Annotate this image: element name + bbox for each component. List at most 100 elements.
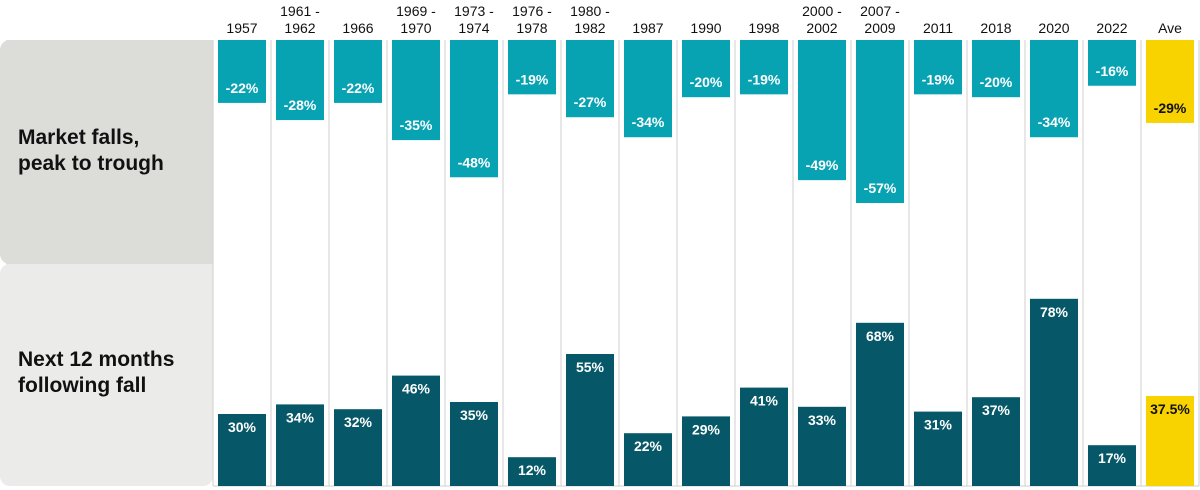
falls-bar bbox=[1030, 40, 1078, 138]
recovery-bar bbox=[392, 375, 440, 486]
falls-value-label: -48% bbox=[458, 154, 491, 170]
column-header: 1957 bbox=[226, 20, 257, 36]
recovery-bar bbox=[566, 354, 614, 486]
falls-value-label: -22% bbox=[342, 80, 375, 96]
recovery-value-label: 29% bbox=[692, 421, 721, 437]
recovery-value-label: 37.5% bbox=[1150, 401, 1190, 417]
falls-bar bbox=[624, 40, 672, 138]
falls-bar bbox=[508, 40, 556, 95]
falls-value-label: -20% bbox=[690, 74, 723, 90]
recovery-value-label: 46% bbox=[402, 381, 431, 397]
falls-bar bbox=[914, 40, 962, 95]
column-header: 1982 bbox=[574, 20, 605, 36]
bottom-band-fill bbox=[6, 264, 213, 478]
row-label-line: Market falls, bbox=[18, 126, 139, 149]
row-label-market-falls: Market falls, peak to trough bbox=[18, 126, 164, 175]
column-header: 1987 bbox=[632, 20, 663, 36]
column-header: 1973 - bbox=[454, 3, 494, 19]
recovery-value-label: 22% bbox=[634, 438, 663, 454]
recovery-value-label: 41% bbox=[750, 393, 779, 409]
row-label-line: Next 12 months bbox=[18, 348, 174, 371]
recovery-bar bbox=[798, 406, 846, 486]
column-header: 1966 bbox=[342, 20, 373, 36]
falls-bar bbox=[566, 40, 614, 118]
row-label-next-12-months: Next 12 months following fall bbox=[18, 348, 174, 397]
column-header: 1962 bbox=[284, 20, 315, 36]
recovery-value-label: 35% bbox=[460, 407, 489, 423]
recovery-bar-average bbox=[1146, 396, 1194, 486]
data-labels: -22% 30% -28% 34% -22% 32% -35% 46% -48% 35% -19% 1… bbox=[226, 63, 1191, 478]
column-header: 1976 - bbox=[512, 3, 552, 19]
falls-bar bbox=[276, 40, 324, 121]
panel-backgrounds bbox=[0, 40, 213, 486]
column-header: 2000 - bbox=[802, 3, 842, 19]
top-band-fill bbox=[6, 40, 213, 264]
recovery-value-label: 68% bbox=[866, 328, 895, 344]
column-header: 1974 bbox=[458, 20, 489, 36]
falls-value-label: -34% bbox=[1038, 114, 1071, 130]
column-header: 1970 bbox=[400, 20, 431, 36]
falls-bar bbox=[218, 40, 266, 103]
column-header: 2022 bbox=[1096, 20, 1127, 36]
falls-bar-average bbox=[1146, 40, 1194, 123]
falls-bar bbox=[798, 40, 846, 181]
column-header: 2020 bbox=[1038, 20, 1069, 36]
recovery-value-label: 31% bbox=[924, 417, 953, 433]
column-header: 2007 - bbox=[860, 3, 900, 19]
recovery-bar bbox=[450, 402, 498, 486]
recovery-bar bbox=[508, 457, 556, 486]
falls-bar bbox=[682, 40, 730, 98]
column-header: 1980 - bbox=[570, 3, 610, 19]
recovery-bar bbox=[1030, 298, 1078, 486]
column-header: 2011 bbox=[923, 20, 953, 36]
falls-bar bbox=[392, 40, 440, 141]
row-label-line: following fall bbox=[18, 374, 146, 397]
recovery-bar bbox=[856, 322, 904, 486]
column-header: 1969 - bbox=[396, 3, 436, 19]
falls-value-label: -34% bbox=[632, 114, 665, 130]
falls-bar bbox=[1088, 40, 1136, 86]
recovery-bar bbox=[972, 397, 1020, 486]
recovery-value-label: 12% bbox=[518, 462, 547, 478]
falls-value-label: -22% bbox=[226, 80, 259, 96]
recovery-bar bbox=[914, 411, 962, 486]
column-header: 1961 - bbox=[280, 3, 320, 19]
recovery-value-label: 32% bbox=[344, 414, 373, 430]
falls-bar bbox=[972, 40, 1020, 98]
recovery-value-label: 55% bbox=[576, 359, 605, 375]
falls-value-label: -19% bbox=[516, 71, 549, 87]
falls-value-label: -35% bbox=[400, 117, 433, 133]
recovery-bar bbox=[218, 414, 266, 486]
column-header: 2018 bbox=[980, 20, 1011, 36]
column-header: 1998 bbox=[748, 20, 779, 36]
recovery-value-label: 37% bbox=[982, 402, 1011, 418]
row-label-line: peak to trough bbox=[18, 152, 164, 175]
recovery-bar bbox=[276, 404, 324, 486]
bars bbox=[218, 40, 1194, 486]
column-header: 2009 bbox=[864, 20, 895, 36]
recovery-value-label: 34% bbox=[286, 409, 315, 425]
falls-value-label: -49% bbox=[806, 157, 839, 173]
recovery-value-label: 30% bbox=[228, 419, 257, 435]
falls-bar bbox=[450, 40, 498, 178]
falls-value-label: -19% bbox=[922, 71, 955, 87]
column-headers: 1957 1961 -1962 1966 1969 -1970 1973 -1974 19… bbox=[226, 3, 1182, 36]
falls-value-label: -19% bbox=[748, 71, 781, 87]
recovery-value-label: 33% bbox=[808, 412, 837, 428]
falls-value-label: -28% bbox=[284, 97, 317, 113]
recovery-value-label: 17% bbox=[1098, 450, 1127, 466]
falls-bar bbox=[740, 40, 788, 95]
falls-value-label: -20% bbox=[980, 74, 1013, 90]
column-header: 1978 bbox=[516, 20, 547, 36]
recovery-bar bbox=[682, 416, 730, 486]
falls-bar bbox=[334, 40, 382, 103]
falls-bar bbox=[856, 40, 904, 204]
recovery-bar bbox=[1088, 445, 1136, 486]
column-header: Ave bbox=[1158, 20, 1182, 36]
column-header: 2002 bbox=[806, 20, 837, 36]
falls-value-label: -29% bbox=[1154, 100, 1187, 116]
column-header: 1990 bbox=[690, 20, 721, 36]
recovery-bar bbox=[740, 387, 788, 486]
falls-value-label: -16% bbox=[1096, 63, 1129, 79]
